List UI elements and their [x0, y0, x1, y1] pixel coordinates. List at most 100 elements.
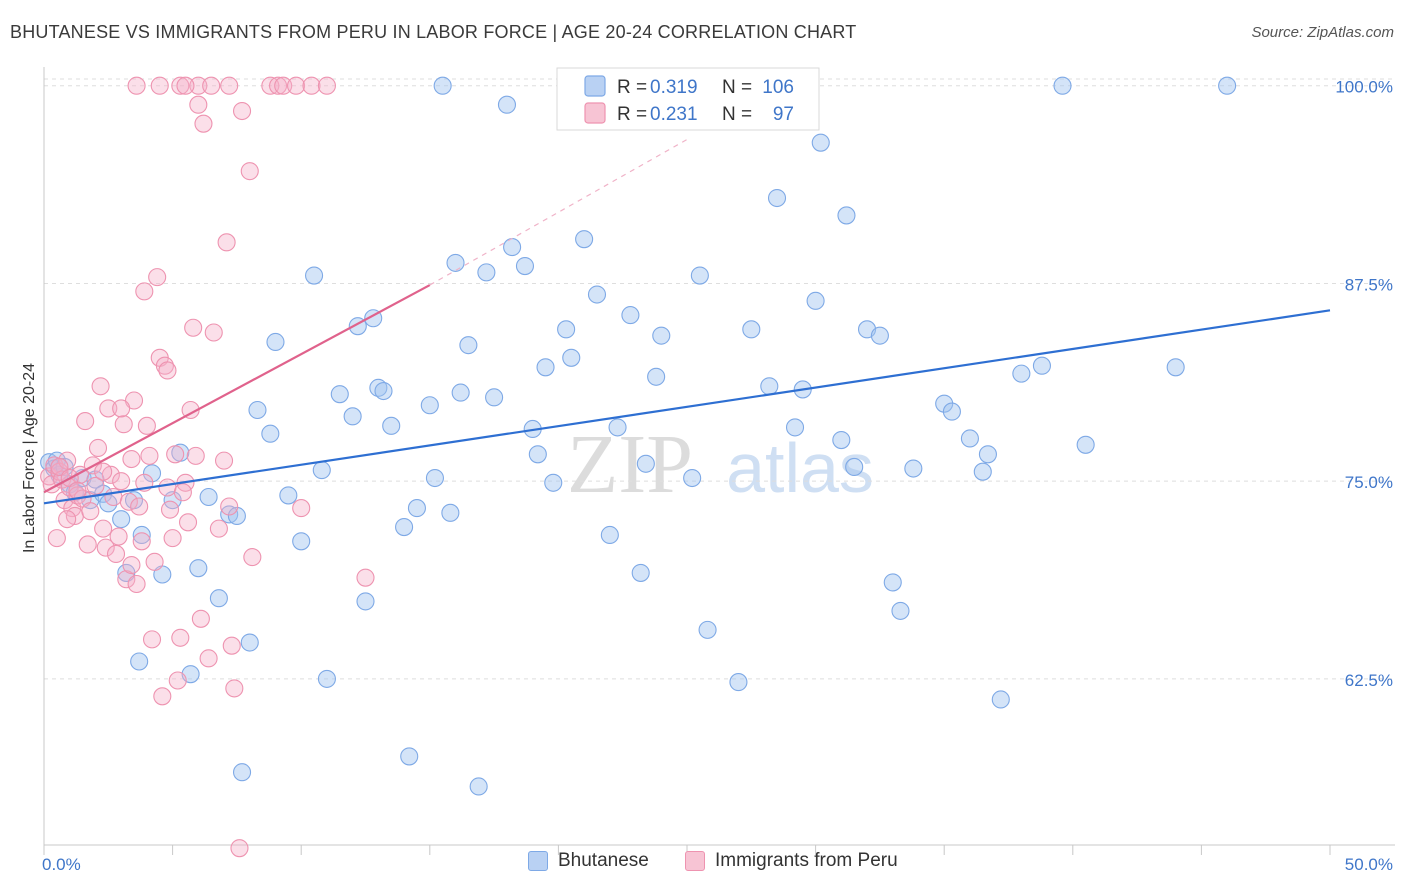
watermark-zip: ZIP — [567, 418, 693, 511]
peru-point — [302, 76, 321, 95]
bhutanese-point — [497, 95, 517, 114]
bhutanese-point — [562, 348, 581, 367]
bhutanese-point — [536, 358, 555, 377]
legend-swatch-bhutanese — [528, 851, 548, 871]
bhutanese-point — [382, 416, 401, 435]
stats-r-label-peru: R = — [617, 104, 647, 125]
bhutanese-point — [870, 326, 889, 345]
bhutanese-point — [248, 400, 267, 420]
peru-point — [86, 476, 105, 495]
peru-point — [130, 497, 149, 516]
bhutanese-point — [112, 510, 131, 529]
peru-point — [184, 318, 203, 337]
bhutanese-point — [883, 573, 902, 592]
peru-point — [287, 76, 306, 95]
bhutanese-point — [503, 238, 522, 257]
bhutanese-point — [811, 133, 830, 152]
peru-point — [189, 95, 208, 114]
peru-point — [166, 445, 185, 464]
peru-point — [119, 492, 138, 511]
stats-n-label-bhutanese: N = — [722, 77, 752, 98]
bhutanese-point — [441, 503, 460, 522]
bhutanese-point — [469, 777, 488, 796]
peru-point — [232, 101, 252, 121]
peru-trendline — [43, 284, 431, 494]
bhutanese-point — [407, 499, 426, 518]
bhutanese-point — [631, 563, 650, 582]
peru-point — [204, 323, 223, 342]
peru-point — [240, 162, 259, 181]
legend-label-bhutanese: Bhutanese — [558, 850, 649, 871]
peru-point — [76, 412, 95, 431]
peru-point — [243, 548, 262, 567]
peru-point — [91, 377, 110, 396]
x-tick-label-max: 50.0% — [1345, 855, 1393, 874]
peru-point — [261, 76, 280, 95]
bhutanese-point — [1076, 435, 1095, 454]
bhutanese-point — [647, 367, 666, 386]
bhutanese-point — [785, 418, 805, 437]
bhutanese-point — [459, 336, 478, 355]
bhutanese-point — [690, 266, 709, 285]
peru-point — [214, 451, 234, 470]
bhutanese-point — [960, 429, 979, 448]
y-tick-label: 87.5% — [1345, 275, 1393, 294]
legend-bottom-peru[interactable]: Immigrants from Peru — [685, 850, 898, 872]
peru-point — [50, 457, 69, 476]
peru-point — [160, 500, 180, 519]
peru-point — [81, 502, 100, 521]
peru-point — [112, 399, 131, 418]
peru-point — [150, 76, 169, 95]
peru-point — [47, 529, 66, 548]
peru-point — [153, 687, 172, 706]
peru-point — [145, 552, 164, 571]
peru-point — [109, 527, 128, 546]
bhutanese-point — [446, 253, 465, 272]
bhutanese-point — [477, 263, 496, 282]
bhutanese-point — [240, 633, 259, 652]
peru-point — [209, 519, 228, 538]
peru-point — [96, 538, 115, 557]
peru-trendline-extension — [429, 138, 688, 286]
bhutanese-point — [942, 402, 961, 421]
bhutanese-point — [742, 320, 761, 339]
bhutanese-point — [837, 206, 856, 225]
bhutanese-point — [292, 532, 311, 551]
peru-point — [163, 529, 182, 548]
peru-point — [122, 449, 141, 469]
bhutanese-point — [433, 76, 452, 95]
peru-point — [88, 438, 108, 458]
bhutanese-point — [266, 332, 285, 352]
peru-point — [171, 76, 190, 95]
bhutanese-point — [575, 230, 594, 249]
bhutanese-point — [395, 518, 414, 537]
bhutanese-point — [621, 306, 640, 325]
peru-point — [356, 568, 375, 587]
peru-point — [202, 76, 221, 95]
bhutanese-trendline — [43, 309, 1331, 505]
peru-point — [199, 649, 218, 668]
peru-point — [189, 76, 208, 95]
peru-point — [140, 446, 159, 465]
peru-point — [155, 356, 174, 375]
y-tick-label: 62.5% — [1345, 671, 1393, 690]
peru-point — [225, 679, 244, 698]
bhutanese-point — [369, 378, 388, 397]
bhutanese-point — [528, 445, 547, 464]
bhutanese-point — [400, 747, 419, 766]
bhutanese-point — [425, 468, 444, 488]
bhutanese-point — [904, 459, 923, 478]
bhutanese-point — [729, 673, 748, 692]
peru-point — [122, 555, 141, 575]
bhutanese-point — [485, 388, 504, 407]
peru-point — [94, 462, 113, 481]
bhutanese-point — [209, 589, 228, 608]
stats-n-label-peru: N = — [722, 104, 752, 125]
source-credit: Source: ZipAtlas.com — [1251, 24, 1394, 41]
peru-point — [178, 513, 198, 532]
legend-bottom-bhutanese[interactable]: Bhutanese — [528, 850, 649, 872]
bhutanese-point — [420, 396, 439, 415]
bhutanese-point — [991, 690, 1010, 709]
peru-point — [220, 497, 239, 516]
bottom-legend: Bhutanese Immigrants from Peru — [0, 850, 1406, 880]
